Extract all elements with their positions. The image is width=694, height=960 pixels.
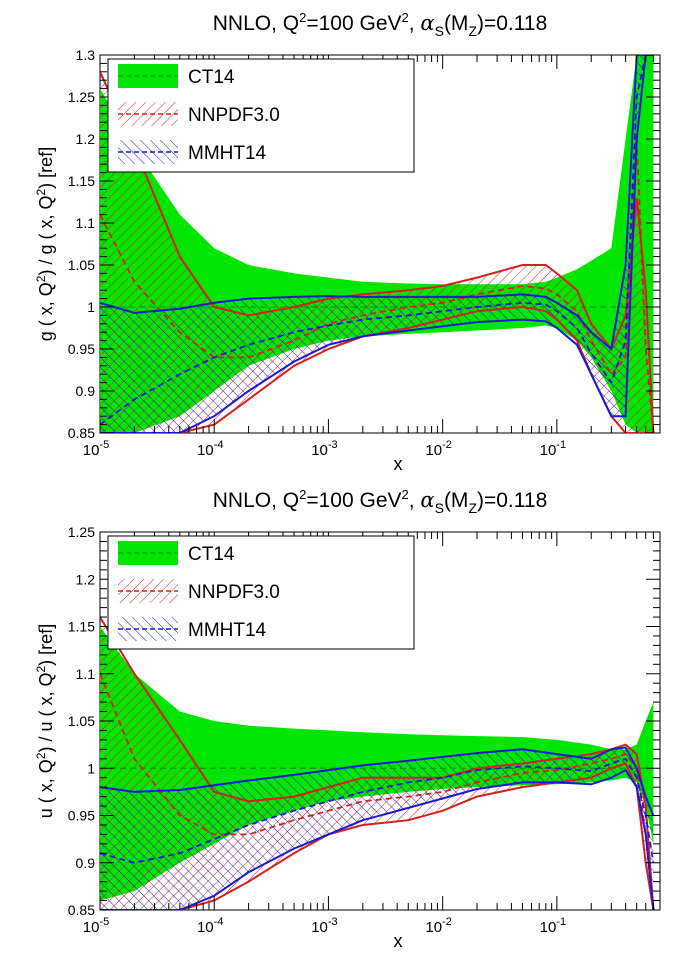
panel-title: NNLO, Q2=100 GeV2, αS(MZ)=0.118 [213, 487, 548, 516]
axes-layer: 0.85 0.9 0.95 1 1.05 1.1 1.15 1.2 1.25 10-5 10-4 10… [68, 524, 661, 936]
x-tick-label: 10-5 [83, 916, 109, 936]
bands-layer [100, 55, 655, 433]
x-tick-label: 10-3 [311, 439, 337, 459]
x-axis-label: x [394, 454, 403, 474]
y-tick-label: 1.25 [68, 89, 95, 105]
band-upper-edge-mmht14 [100, 746, 655, 816]
x-tick-label: 10-3 [311, 916, 337, 936]
y-tick-label: 1.15 [68, 173, 95, 189]
band-mmht14 [100, 747, 654, 910]
y-tick-label: 1.3 [76, 47, 96, 63]
band-lower-edge-mmht14 [100, 768, 655, 910]
legend-label-mmht: MMHT14 [188, 620, 267, 641]
legend-label-mmht: MMHT14 [188, 143, 267, 164]
axes-layer: 0.85 0.9 0.95 1 1.05 1.1 1.15 1.2 1.25 1.3 10-5 10-… [68, 47, 661, 459]
legend: CT14 NNPDF3.0 MMHT14 [107, 58, 415, 173]
bands-layer [100, 616, 655, 910]
y-tick-label: 0.85 [68, 425, 95, 441]
x-tick-label: 10-4 [197, 439, 223, 459]
y-tick-label: 0.9 [76, 383, 96, 399]
band-upper-edge-nnpdf3-0 [100, 71, 655, 433]
x-tick-label: 10-1 [540, 916, 566, 936]
y-axis-label: u ( x, Q2) / u ( x, Q2) [ref] [34, 624, 56, 818]
band-lower-edge-nnpdf3-0 [100, 305, 654, 433]
x-tick-label: 10-4 [197, 916, 223, 936]
panel-title: NNLO, Q2=100 GeV2, αS(MZ)=0.118 [213, 10, 548, 39]
x-tick-label: 10-2 [425, 916, 451, 936]
band-upper-edge-mmht14 [100, 55, 654, 351]
band-upper-edge-nnpdf3-0 [100, 616, 655, 910]
legend-label-nnpdf: NNPDF3.0 [188, 582, 280, 603]
y-tick-label: 1.05 [68, 713, 95, 729]
y-tick-label: 1 [87, 299, 95, 315]
band-lower-edge-mmht14 [100, 55, 654, 433]
central-line-nnpdf3-0 [100, 138, 655, 433]
x-tick-label: 10-1 [540, 439, 566, 459]
y-tick-label: 1.05 [68, 257, 95, 273]
y-tick-label: 1.2 [76, 131, 96, 147]
central-line-mmht14 [100, 55, 654, 426]
panel-gluon: NNLO, Q2=100 GeV2, αS(MZ)=0.118 0.850.90… [34, 10, 661, 474]
y-tick-label: 1 [87, 760, 95, 776]
y-tick-label: 1.2 [76, 571, 96, 587]
y-tick-label: 1.15 [68, 619, 95, 635]
legend-label-ct14: CT14 [188, 544, 235, 565]
y-tick-label: 0.95 [68, 341, 95, 357]
band-mmht14 [100, 55, 654, 433]
y-tick-label: 1.1 [76, 666, 96, 682]
y-tick-label: 0.95 [68, 808, 95, 824]
x-tick-label: 10-2 [425, 439, 451, 459]
x-tick-label: 10-5 [83, 439, 109, 459]
x-axis-label: x [394, 931, 403, 951]
central-line-mmht14 [100, 757, 655, 864]
legend-label-nnpdf: NNPDF3.0 [188, 105, 280, 126]
y-tick-label: 1.25 [68, 524, 95, 540]
y-tick-label: 1.1 [76, 215, 96, 231]
legend: CT14 NNPDF3.0 MMHT14 [107, 535, 415, 650]
panel-up-quark: NNLO, Q2=100 GeV2, αS(MZ)=0.118 0.850.90… [34, 487, 661, 951]
y-axis-label: g ( x, Q2) / g ( x, Q2) [ref] [34, 147, 56, 341]
legend-label-ct14: CT14 [188, 67, 235, 88]
central-line-nnpdf3-0 [100, 673, 655, 910]
y-tick-label: 0.85 [68, 902, 95, 918]
y-tick-label: 0.9 [76, 855, 96, 871]
